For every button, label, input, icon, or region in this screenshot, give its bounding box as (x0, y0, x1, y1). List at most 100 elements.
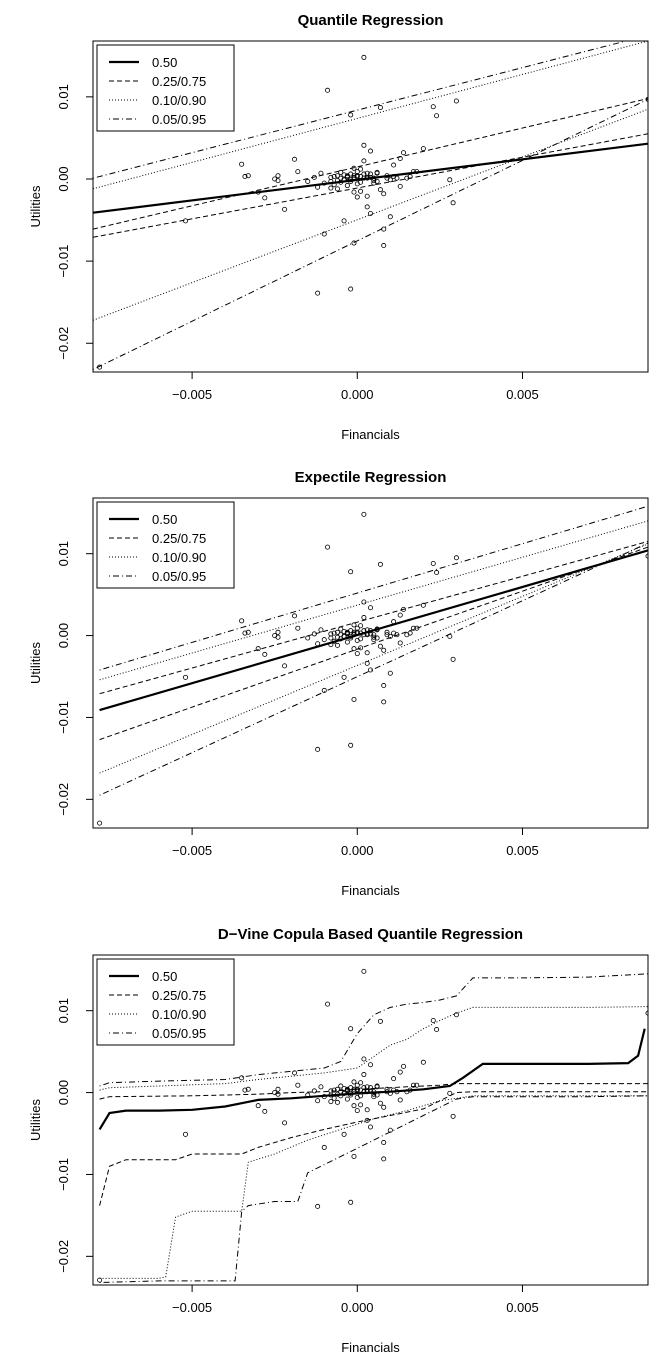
legend: 0.500.25/0.750.10/0.900.05/0.95 (97, 959, 234, 1045)
data-point (368, 149, 372, 153)
data-point (365, 1108, 369, 1112)
data-point (382, 192, 386, 196)
data-point (349, 570, 353, 574)
quantile-line-0-1 (93, 109, 648, 320)
x-axis-label: Financials (341, 883, 400, 898)
legend-label: 0.50 (152, 512, 177, 527)
data-point (398, 613, 402, 617)
y-tick-label: 0.00 (56, 1080, 71, 1105)
data-point (362, 969, 366, 973)
data-point (319, 1085, 323, 1089)
data-point (276, 1087, 280, 1091)
data-point (362, 1057, 366, 1061)
data-point (240, 1076, 244, 1080)
data-point (263, 652, 267, 656)
data-point (183, 675, 187, 679)
data-point (398, 184, 402, 188)
data-point (362, 1072, 366, 1076)
data-point (316, 747, 320, 751)
data-point (382, 243, 386, 247)
data-point (292, 614, 296, 618)
data-point (319, 628, 323, 632)
data-point (388, 671, 392, 675)
legend-label: 0.10/0.90 (152, 550, 206, 565)
chart-panel-3: D−Vine Copula Based Quantile Regression −… (28, 926, 650, 1355)
data-point (454, 556, 458, 560)
quantile-line-0-1 (100, 1096, 648, 1279)
data-point (451, 657, 455, 661)
data-point (355, 1108, 359, 1112)
data-point (352, 623, 356, 627)
data-point (98, 821, 102, 825)
data-point (431, 1018, 435, 1022)
data-point (352, 1104, 356, 1108)
data-point (352, 697, 356, 701)
data-point (401, 151, 405, 155)
x-tick-label: 0.005 (506, 1300, 539, 1315)
data-point (421, 1060, 425, 1064)
data-point (454, 99, 458, 103)
data-point (352, 190, 356, 194)
data-point (434, 114, 438, 118)
chart-title: D−Vine Copula Based Quantile Regression (218, 926, 523, 943)
data-point (263, 196, 267, 200)
data-point (378, 1101, 382, 1105)
data-point (451, 1114, 455, 1118)
data-point (316, 1099, 320, 1103)
data-point (335, 643, 339, 647)
data-point (335, 1100, 339, 1104)
x-axis-label: Financials (341, 427, 400, 442)
data-point (358, 1103, 362, 1107)
data-point (349, 287, 353, 291)
data-point (398, 1098, 402, 1102)
data-point (382, 700, 386, 704)
data-point (325, 88, 329, 92)
data-point (451, 201, 455, 205)
legend: 0.500.25/0.750.10/0.900.05/0.95 (97, 502, 234, 588)
data-point (382, 683, 386, 687)
data-point (342, 219, 346, 223)
data-point (329, 636, 333, 640)
legend: 0.500.25/0.750.10/0.900.05/0.95 (97, 45, 234, 131)
data-point (332, 1096, 336, 1100)
data-point (398, 1070, 402, 1074)
data-point (355, 195, 359, 199)
data-point (345, 640, 349, 644)
y-tick-label: −0.01 (56, 1158, 71, 1191)
data-point (240, 619, 244, 623)
data-point (431, 561, 435, 565)
data-point (296, 169, 300, 173)
data-point (306, 179, 310, 183)
data-point (365, 205, 369, 209)
data-point (382, 1140, 386, 1144)
data-point (434, 1027, 438, 1031)
data-point (378, 644, 382, 648)
data-point (368, 1063, 372, 1067)
data-point (358, 1081, 362, 1085)
data-point (322, 1145, 326, 1149)
data-point (378, 188, 382, 192)
data-point (276, 630, 280, 634)
data-point (378, 105, 382, 109)
data-point (329, 186, 333, 190)
data-point (365, 194, 369, 198)
y-tick-label: 0.01 (56, 998, 71, 1023)
data-point (283, 1121, 287, 1125)
data-point (349, 743, 353, 747)
data-point (355, 651, 359, 655)
quantile-line-0-05 (93, 99, 648, 369)
x-tick-label: −0.005 (172, 843, 212, 858)
data-point (431, 105, 435, 109)
legend-label: 0.50 (152, 969, 177, 984)
legend-label: 0.25/0.75 (152, 988, 206, 1003)
y-axis-label: Utilities (28, 642, 43, 684)
data-point (434, 570, 438, 574)
data-point (342, 1132, 346, 1136)
chart-panel-2: Expectile Regression−0.005 0.000 0.005−0.0… (28, 469, 650, 898)
data-point (382, 648, 386, 652)
x-tick-label: −0.005 (172, 387, 212, 402)
data-point (362, 55, 366, 59)
chart-panel-1: Quantile Regression−0.005 0.000 0.005−0.02… (28, 12, 650, 442)
data-point (382, 1105, 386, 1109)
